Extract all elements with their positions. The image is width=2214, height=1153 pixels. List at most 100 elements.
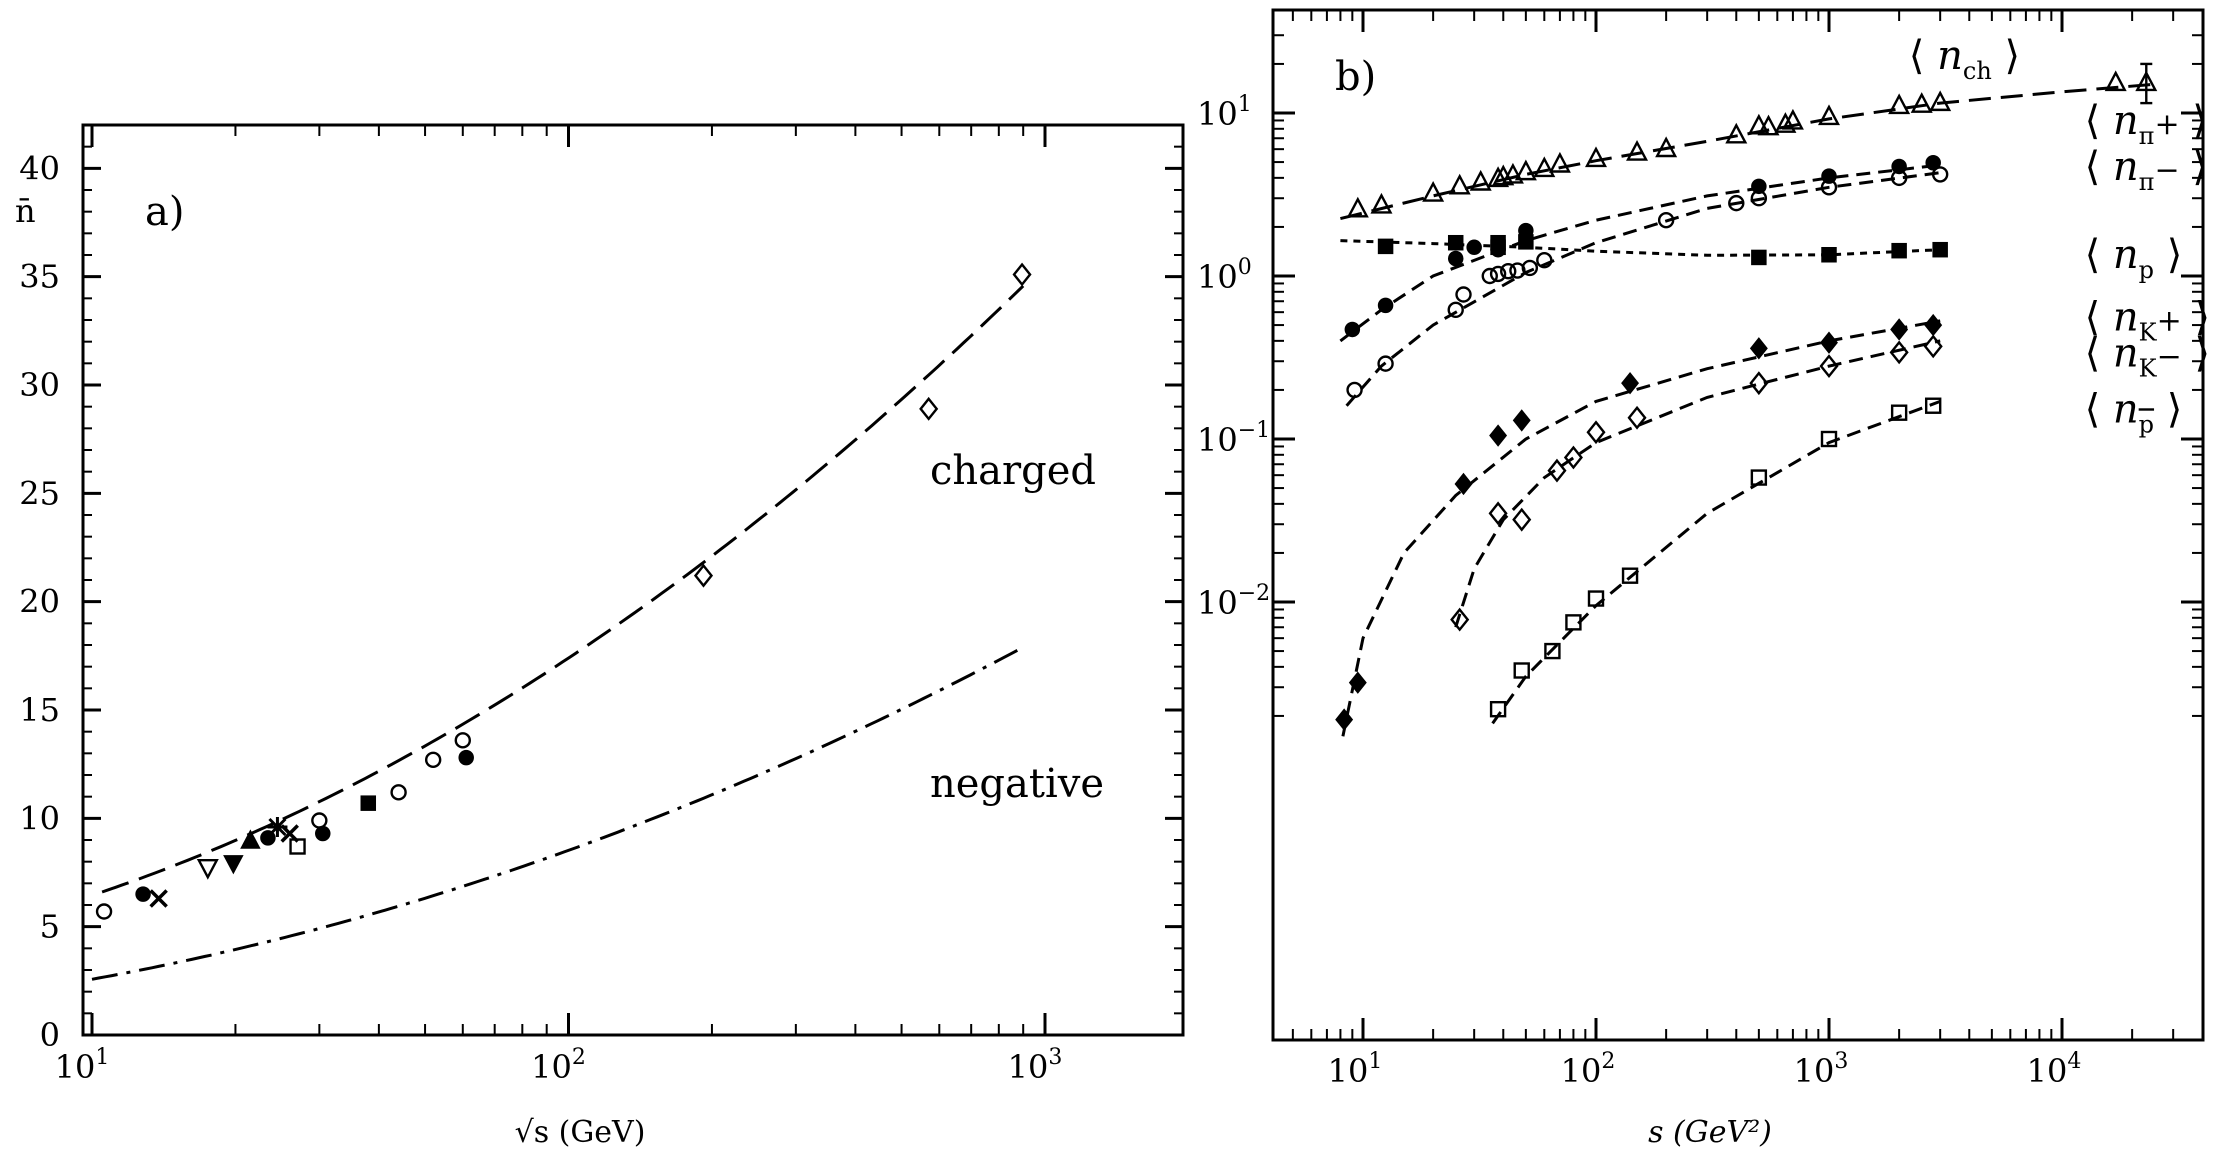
data-point-series-1 — [1447, 250, 1464, 267]
data-point-series-2 — [1521, 259, 1539, 277]
panel-a-y-tick-label: 35 — [19, 258, 60, 296]
panel-b-curves — [1339, 62, 2155, 737]
data-point-series-0 — [1888, 93, 1911, 115]
panel-b-ticks: 10−2 10−1 100 101 101 102 103 104 — [1197, 10, 2203, 1090]
panel-b-series-labels: ⟨ nch ⟩ ⟨ nπ+ ⟩⟨ nπ− ⟩ ⟨ np ⟩ ⟨ nK+ ⟩⟨ nK− … — [1909, 33, 2210, 438]
panel-a-y-tick-label: 40 — [19, 149, 60, 187]
data-point-series-4 — [1621, 371, 1640, 395]
data-point-charged — [289, 838, 306, 855]
panel-a-chart: a) n̄ √s (GeV) 0 5 10 15 20 25 30 35 40 101 102 103… — [15, 123, 1185, 1150]
data-point-series-6 — [1750, 469, 1768, 486]
series-label-4: ⟨ nK+ ⟩ — [2085, 294, 2211, 346]
data-point-series-5 — [1547, 458, 1567, 483]
data-point-series-2 — [1346, 381, 1363, 399]
data-point-charged — [95, 903, 113, 920]
panel-a-x-tick-label: 103 — [1008, 1045, 1063, 1086]
panel-b-y-tick-label: 10−2 — [1197, 581, 1270, 622]
data-point-series-1 — [1821, 168, 1837, 184]
data-point-series-2 — [1890, 169, 1908, 187]
data-point-series-6 — [1820, 430, 1838, 448]
data-point-charged — [223, 855, 244, 875]
series-label-charged: charged — [930, 448, 1096, 494]
data-point-series-6 — [1587, 590, 1605, 607]
data-point-charged — [390, 784, 407, 801]
panel-a-y-tick-label: 30 — [19, 366, 60, 404]
curve-charged — [101, 284, 1025, 894]
data-point-series-0 — [1422, 180, 1445, 202]
data-point-series-4 — [1890, 318, 1909, 341]
data-point-series-4 — [1749, 337, 1768, 360]
data-point-series-1 — [1751, 178, 1767, 195]
data-point-series-2 — [1931, 166, 1949, 183]
curve-series-2 — [1345, 171, 1941, 407]
data-point-series-5 — [1889, 340, 1909, 365]
data-point-series-5 — [1512, 507, 1532, 532]
curve-series-1 — [1339, 163, 1941, 343]
data-point-series-2 — [1728, 194, 1745, 212]
panel-b-label: b) — [1335, 54, 1376, 100]
data-point-series-0 — [1725, 122, 1748, 144]
data-point-series-2 — [1750, 190, 1768, 207]
data-point-series-4 — [1924, 313, 1943, 337]
series-label-5: ⟨ nK− ⟩ — [2085, 330, 2211, 382]
data-point-series-4 — [1820, 331, 1838, 354]
data-point-series-0 — [1655, 136, 1678, 158]
panel-a-y-tick-label: 0 — [40, 1016, 60, 1054]
data-point-series-1 — [1344, 321, 1361, 338]
panel-b-y-tick-label: 10−1 — [1197, 418, 1270, 459]
data-point-series-0 — [1548, 151, 1571, 173]
panel-a-label: a) — [145, 189, 184, 235]
panel-a-x-tick-label: 101 — [55, 1045, 110, 1086]
panel-a-y-axis-title: n̄ — [15, 192, 36, 230]
data-point-series-6 — [1544, 642, 1561, 660]
panel-a-curves — [91, 284, 1025, 981]
series-label-0: ⟨ nch ⟩ — [1909, 33, 2020, 85]
data-point-series-0 — [1910, 92, 1933, 113]
data-point-charged — [311, 812, 328, 829]
data-point-charged — [196, 858, 219, 880]
curve-series-5 — [1454, 339, 1941, 628]
panel-a-ticks: 0 5 10 15 20 25 30 35 40 101 102 103 — [19, 125, 1183, 1086]
data-point-charged — [424, 751, 442, 769]
data-point-series-6 — [1513, 662, 1530, 679]
data-point-charged — [693, 563, 714, 588]
curve-series-0 — [1340, 82, 2155, 221]
data-point-series-2 — [1657, 211, 1675, 229]
data-point-series-3 — [1447, 234, 1464, 251]
data-point-series-4 — [1348, 671, 1367, 694]
panel-a-x-axis-title: √s (GeV) — [515, 1115, 646, 1150]
panel-a-points — [95, 262, 1032, 920]
data-point-series-2 — [1481, 267, 1498, 285]
data-point-series-2 — [1500, 263, 1517, 280]
data-point-series-2 — [1377, 355, 1394, 372]
data-point-charged — [919, 396, 939, 421]
panel-b-chart: b) s (GeV²) 10−2 10−1 100 101 101 102 103 104 ⟨… — [1197, 8, 2210, 1150]
data-point-series-5 — [1563, 445, 1583, 470]
curve-series-4 — [1341, 319, 1941, 737]
data-point-series-5 — [1586, 420, 1606, 445]
panel-b-x-tick-label: 101 — [1328, 1049, 1383, 1090]
series-label-3: ⟨ np ⟩ — [2085, 232, 2183, 284]
data-point-series-0 — [1448, 173, 1471, 195]
panel-b-x-tick-label: 104 — [2027, 1049, 2082, 1090]
data-point-charged — [1012, 262, 1032, 287]
panel-a-y-tick-label: 20 — [19, 583, 60, 621]
data-point-series-0 — [1487, 166, 1510, 188]
data-point-series-0 — [1533, 156, 1556, 178]
data-point-series-1 — [1377, 297, 1394, 314]
panel-a-y-tick-label: 10 — [19, 799, 60, 837]
data-point-series-0 — [1370, 192, 1393, 214]
data-point-series-0 — [1585, 146, 1607, 168]
panel-a-x-tick-label: 102 — [531, 1045, 586, 1086]
data-point-charged — [454, 732, 471, 749]
data-point-series-5 — [1923, 334, 1943, 359]
data-point-charged — [135, 886, 151, 902]
data-point-series-3 — [1518, 234, 1534, 250]
data-point-series-0 — [1346, 196, 1369, 218]
data-point-series-1 — [1891, 158, 1907, 175]
panel-b-frame — [1271, 8, 2205, 1042]
data-point-series-6 — [1565, 614, 1582, 631]
data-point-series-3 — [1821, 247, 1837, 263]
series-label-1: ⟨ nπ+ ⟩ — [2085, 98, 2208, 150]
